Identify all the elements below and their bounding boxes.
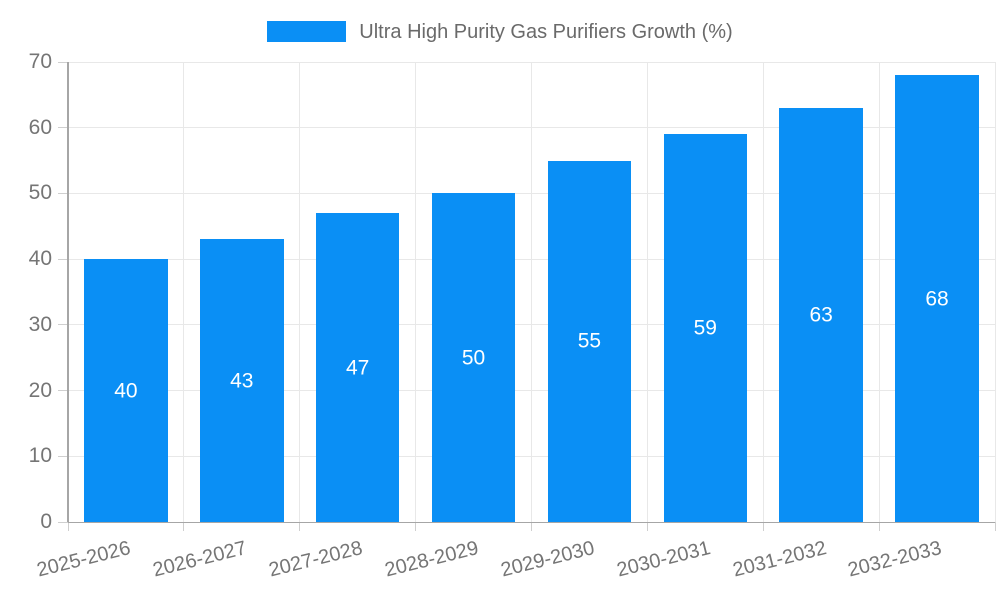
bar-value-label: 47	[346, 356, 370, 380]
bar-value-label: 63	[809, 303, 833, 327]
bar[interactable]	[315, 213, 400, 522]
x-axis-tick	[878, 522, 880, 531]
x-axis-tick	[531, 522, 532, 531]
x-gridline	[994, 62, 996, 522]
x-axis-label: 2032-2033	[846, 537, 945, 582]
bar[interactable]	[547, 160, 632, 522]
bar-value-label: 50	[461, 346, 486, 370]
y-axis-tick	[58, 127, 68, 129]
chart-legend[interactable]: Ultra High Purity Gas Purifiers Growth (…	[0, 21, 1000, 42]
x-axis-label: 2026-2027	[150, 537, 249, 582]
x-axis-tick	[994, 522, 996, 531]
x-axis-label: 2031-2032	[730, 537, 829, 582]
y-axis-tick	[58, 258, 68, 260]
legend-label: Ultra High Purity Gas Purifiers Growth (…	[359, 20, 733, 43]
bar[interactable]	[663, 134, 748, 522]
y-axis-tick-label: 0	[40, 510, 52, 534]
x-axis-line	[68, 521, 995, 523]
x-axis-label: 2028-2029	[382, 537, 481, 582]
y-axis-line	[67, 62, 69, 522]
x-axis-label: 2025-2026	[34, 537, 134, 582]
bar[interactable]	[200, 239, 284, 522]
x-gridline	[646, 62, 648, 522]
x-axis-label: 2027-2028	[266, 537, 365, 582]
x-gridline	[415, 62, 417, 522]
bar[interactable]	[431, 193, 516, 522]
bar-value-label: 43	[230, 369, 254, 393]
y-axis-tick-label: 70	[28, 50, 52, 74]
x-axis-tick	[762, 522, 764, 531]
y-axis-tick	[58, 521, 68, 523]
y-axis-tick	[58, 324, 68, 326]
bar-value-label: 40	[114, 379, 138, 403]
x-axis-label: 2030-2031	[614, 537, 713, 582]
x-axis-tick	[183, 522, 185, 531]
bar[interactable]	[895, 75, 979, 522]
bar-value-label: 55	[577, 329, 602, 353]
x-gridline	[878, 62, 880, 522]
y-axis-tick-label: 10	[28, 444, 52, 468]
bar[interactable]	[779, 108, 863, 522]
y-axis-tick	[58, 455, 68, 457]
x-axis-tick	[415, 522, 417, 531]
x-gridline	[762, 62, 764, 522]
y-axis-tick-label: 20	[28, 378, 52, 402]
x-gridline	[299, 62, 301, 522]
y-axis-tick-label: 60	[28, 115, 52, 139]
y-axis-tick-label: 50	[28, 181, 52, 205]
bar-value-label: 68	[925, 287, 949, 311]
y-axis-tick	[58, 61, 68, 63]
y-axis-tick	[58, 390, 68, 392]
x-axis-tick	[299, 522, 301, 531]
bar-value-label: 59	[693, 316, 717, 340]
x-gridline	[531, 62, 532, 522]
y-axis-tick-label: 40	[28, 247, 52, 271]
y-axis-tick	[58, 192, 68, 194]
x-axis-label: 2029-2030	[498, 537, 597, 582]
x-axis-tick	[67, 522, 69, 531]
bar[interactable]	[84, 259, 168, 522]
x-gridline	[183, 62, 185, 522]
y-axis-tick-label: 30	[28, 312, 52, 336]
x-axis-tick	[646, 522, 648, 531]
legend-color-swatch	[267, 21, 347, 42]
